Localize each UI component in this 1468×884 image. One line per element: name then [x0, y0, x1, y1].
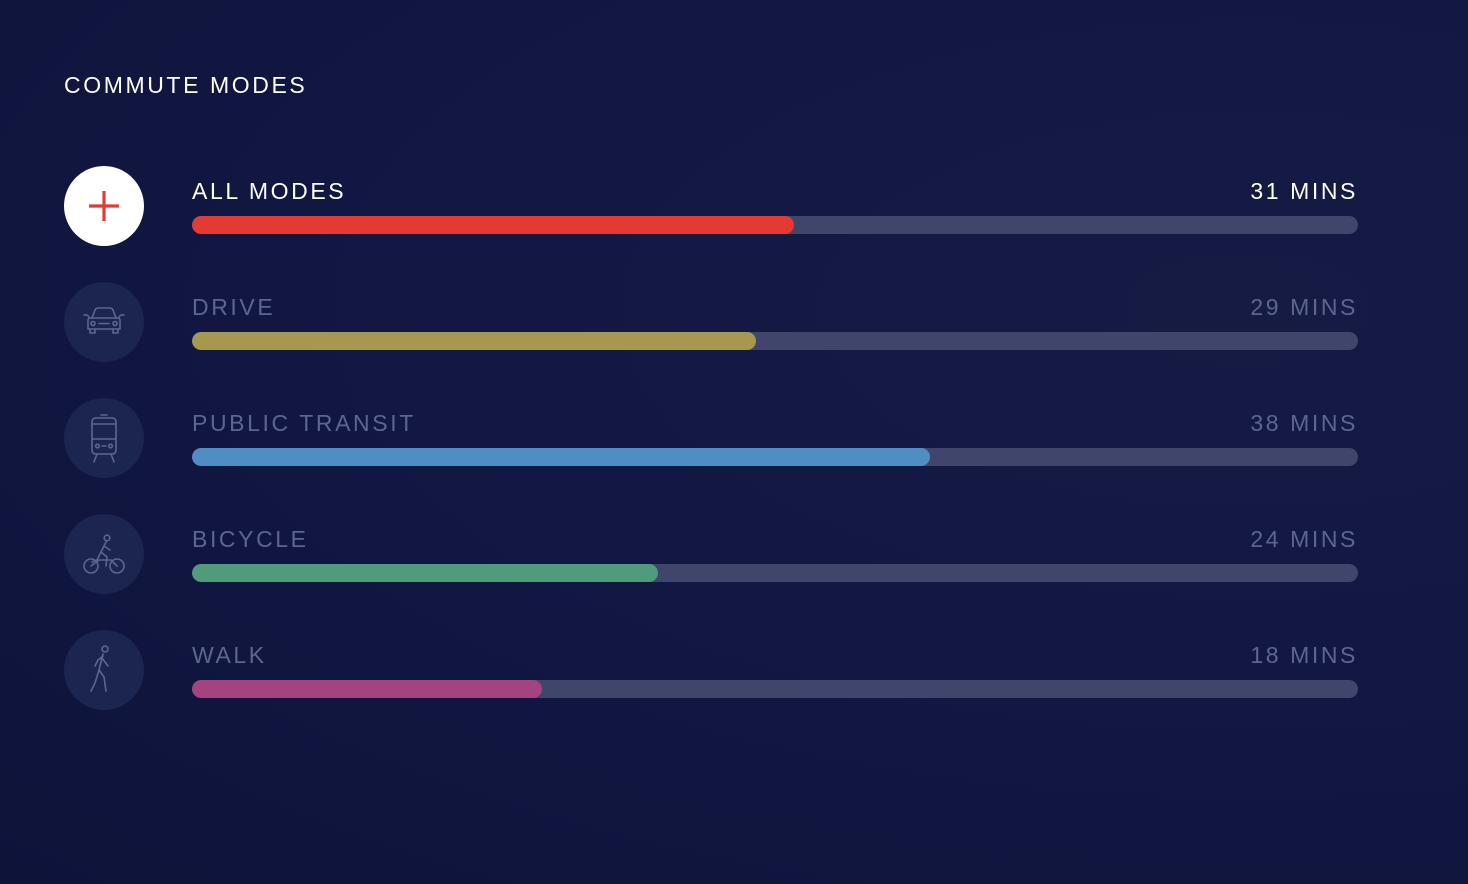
- page-title: COMMUTE MODES: [64, 72, 307, 98]
- mode-row-walk: WALK 18 MINS: [64, 630, 1358, 710]
- mode-row-drive: DRIVE 29 MINS: [64, 282, 1358, 362]
- mode-row-all-modes: ALL MODES 31 MINS: [64, 166, 1358, 246]
- all-modes-button[interactable]: [64, 166, 144, 246]
- mode-label: BICYCLE: [192, 526, 309, 552]
- bicycle-button[interactable]: [64, 514, 144, 594]
- mode-duration: 24 MINS: [1250, 526, 1358, 552]
- mode-row-bicycle: BICYCLE 24 MINS: [64, 514, 1358, 594]
- mode-duration: 18 MINS: [1250, 642, 1358, 668]
- mode-progress-track: [192, 680, 1358, 698]
- mode-duration: 29 MINS: [1250, 294, 1358, 320]
- mode-progress-fill: [192, 680, 542, 698]
- public-transit-button[interactable]: [64, 398, 144, 478]
- walk-icon: [86, 644, 122, 696]
- mode-progress-fill: [192, 564, 658, 582]
- mode-progress-fill: [192, 332, 756, 350]
- mode-progress-fill: [192, 448, 930, 466]
- car-icon: [80, 305, 128, 339]
- mode-label: DRIVE: [192, 294, 275, 320]
- mode-duration: 31 MINS: [1250, 178, 1358, 204]
- train-icon: [84, 412, 124, 464]
- mode-label: PUBLIC TRANSIT: [192, 410, 416, 436]
- mode-label: ALL MODES: [192, 178, 346, 204]
- mode-progress-track: [192, 216, 1358, 234]
- walk-button[interactable]: [64, 630, 144, 710]
- mode-progress-track: [192, 332, 1358, 350]
- mode-progress-track: [192, 448, 1358, 466]
- plus-icon: [87, 189, 121, 223]
- mode-progress-fill: [192, 216, 794, 234]
- bicycle-icon: [80, 532, 128, 576]
- drive-button[interactable]: [64, 282, 144, 362]
- mode-label: WALK: [192, 642, 267, 668]
- mode-progress-track: [192, 564, 1358, 582]
- mode-duration: 38 MINS: [1250, 410, 1358, 436]
- mode-row-public-transit: PUBLIC TRANSIT 38 MINS: [64, 398, 1358, 478]
